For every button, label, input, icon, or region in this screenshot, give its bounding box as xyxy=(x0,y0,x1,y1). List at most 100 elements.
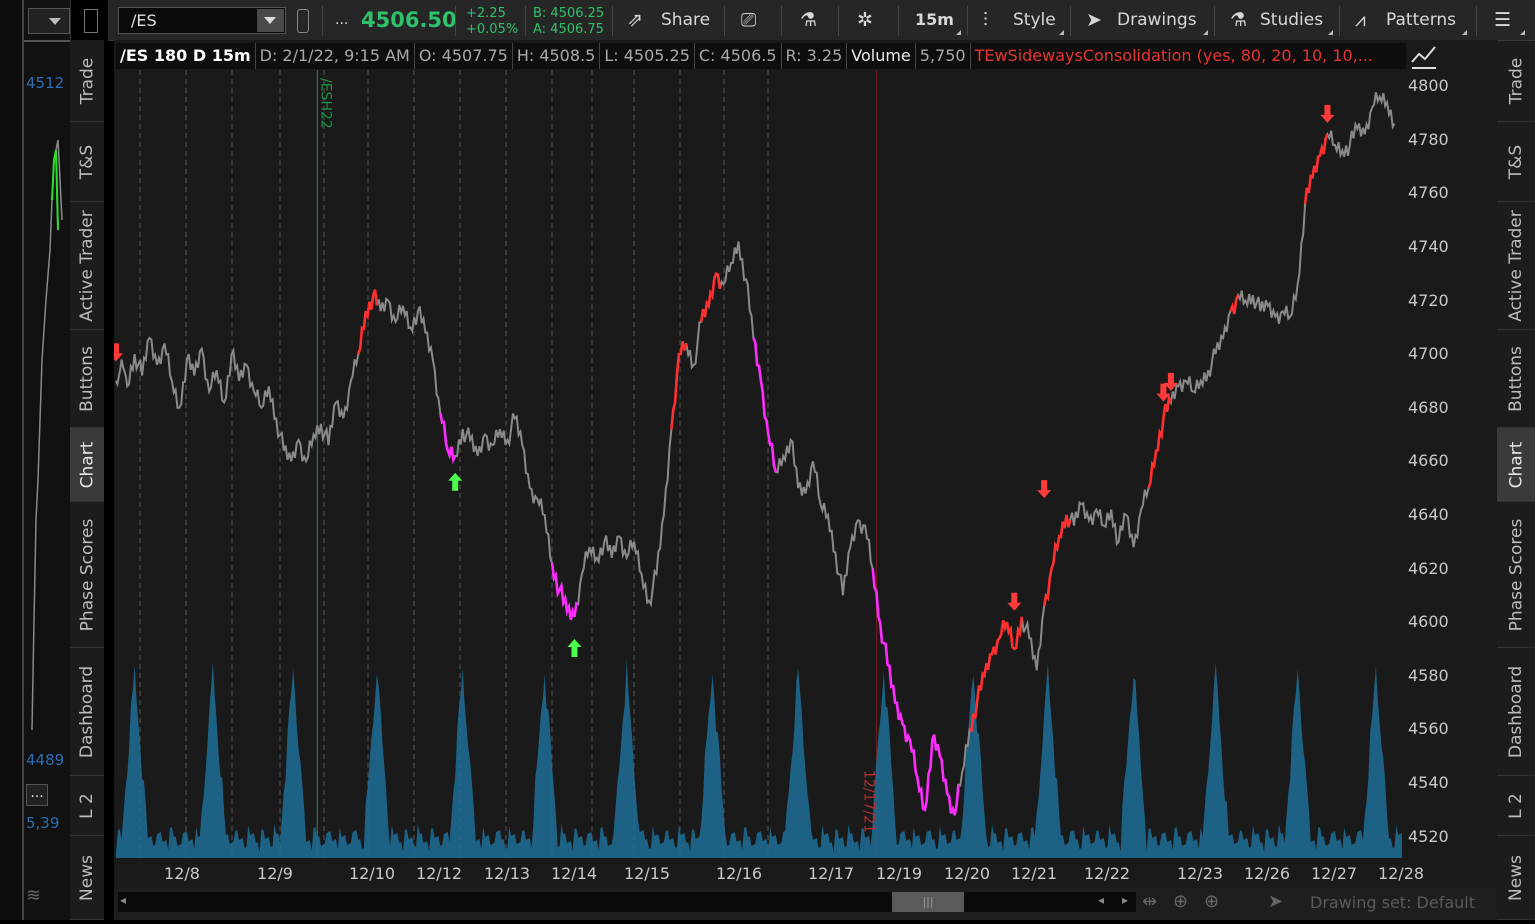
bar-close: C: 4506.5 xyxy=(695,43,782,69)
pointer-icon[interactable]: ➤ xyxy=(1268,891,1284,912)
style-button[interactable]: Style xyxy=(1013,10,1056,30)
signal-segment xyxy=(968,616,1024,733)
price-chart[interactable]: /ESH22 12/17/21 xyxy=(114,70,1404,858)
chart-area[interactable] xyxy=(114,40,1497,888)
time-tick: 12/8 xyxy=(164,864,200,883)
left-tab-bar: Trade T&S Active Trader Buttons Chart Ph… xyxy=(70,40,104,920)
scroll-left-icon[interactable]: ◂ xyxy=(120,893,127,907)
time-tick: 12/12 xyxy=(415,864,463,883)
scroll-thumb[interactable]: ||| xyxy=(892,892,964,912)
drawing-tool-icon[interactable] xyxy=(1410,44,1438,70)
scroll-next-icon[interactable]: ▸ xyxy=(1122,893,1129,907)
right-tab-active-trader[interactable]: Active Trader xyxy=(1497,202,1535,330)
down-arrow-signal xyxy=(1163,372,1178,391)
volume-label: Volume xyxy=(847,43,916,69)
signal-segment xyxy=(752,337,778,473)
right-tab-ts[interactable]: T&S xyxy=(1497,122,1535,202)
price-tick: 4620 xyxy=(1408,558,1449,578)
left-tab-active-trader[interactable]: Active Trader xyxy=(70,202,104,330)
price-tick: 4660 xyxy=(1408,451,1449,471)
patterns-icon[interactable]: ⩘ xyxy=(1355,9,1366,31)
left-tab-chart[interactable]: Chart xyxy=(70,428,104,502)
price-tick: 4780 xyxy=(1408,129,1449,149)
gear-icon[interactable]: ✲ xyxy=(857,9,873,31)
mini-more-button[interactable]: ... xyxy=(26,784,48,806)
horizontal-scrollbar[interactable] xyxy=(118,892,1136,912)
volume-value: 5,750 xyxy=(916,43,971,69)
down-arrow-signal xyxy=(1007,592,1022,611)
left-tab-phase-scores[interactable]: Phase Scores xyxy=(70,502,104,648)
symbol-dropdown-button[interactable] xyxy=(257,9,284,32)
time-tick: 12/23 xyxy=(1176,864,1224,883)
right-tab-news[interactable]: News xyxy=(1497,836,1535,920)
price-tick: 4640 xyxy=(1408,504,1449,524)
time-axis[interactable]: 12/8 12/9 12/10 12/12 12/13 12/14 12/15 12/16 12… xyxy=(114,858,1424,888)
right-tab-phase-scores[interactable]: Phase Scores xyxy=(1497,502,1535,648)
share-button[interactable]: Share xyxy=(661,10,711,30)
vertical-label-0: /ESH22 xyxy=(317,78,333,129)
vertical-label-1: 12/17/21 xyxy=(860,770,876,833)
left-tab-l2[interactable]: L 2 xyxy=(70,776,104,836)
bar-date: D: 2/1/22, 9:15 AM xyxy=(256,43,415,69)
expand-icon[interactable]: ⇹ xyxy=(1142,891,1158,912)
left-tab-ts[interactable]: T&S xyxy=(70,122,104,202)
studies-button[interactable]: Studies xyxy=(1260,10,1324,30)
mini-chart xyxy=(24,40,70,731)
cursor-icon[interactable]: ➤ xyxy=(1086,9,1102,31)
studies-flask-icon[interactable]: ⚗ xyxy=(1230,9,1248,31)
time-tick: 12/22 xyxy=(1083,864,1131,883)
mini-dropdown[interactable] xyxy=(28,8,70,34)
right-tab-chart[interactable]: Chart xyxy=(1497,428,1535,502)
more-button[interactable]: ... xyxy=(335,12,349,28)
time-tick: 12/9 xyxy=(257,864,293,883)
zoom-icon[interactable]: ⊕ xyxy=(1204,891,1220,912)
price-axis[interactable]: 4800 4780 4760 4740 4720 4700 4680 4660 4640 4620… xyxy=(1403,70,1497,860)
drawing-set-label[interactable]: Drawing set: Default xyxy=(1310,893,1476,912)
scroll-prev-icon[interactable]: ◂ xyxy=(1098,893,1105,907)
menu-icon[interactable]: ☰ xyxy=(1494,9,1512,31)
share-icon[interactable]: ⇗ xyxy=(627,9,643,31)
net-change-percent: +0.05% xyxy=(466,22,519,37)
bar-range: R: 3.25 xyxy=(782,43,848,69)
patterns-button[interactable]: Patterns xyxy=(1386,10,1457,30)
time-tick: 12/27 xyxy=(1310,864,1358,883)
volume-histogram xyxy=(116,659,1402,858)
link-icon[interactable] xyxy=(297,9,309,33)
study-label[interactable]: TEwSidewaysConsolidation (yes, 80, 20, 1… xyxy=(974,46,1374,65)
layers-icon[interactable]: ≋ xyxy=(26,885,42,906)
price-tick: 4600 xyxy=(1408,612,1449,632)
down-arrow-signal xyxy=(1037,480,1052,499)
left-tab-news[interactable]: News xyxy=(70,836,104,920)
price-tick: 4520 xyxy=(1408,826,1449,846)
drawings-button[interactable]: Drawings xyxy=(1117,10,1197,30)
link-icon[interactable] xyxy=(84,9,98,33)
right-tab-dashboard[interactable]: Dashboard xyxy=(1497,648,1535,776)
mini-volume: 5,39 xyxy=(26,814,60,832)
price-tick: 4700 xyxy=(1408,344,1449,364)
right-tab-l2[interactable]: L 2 xyxy=(1497,776,1535,836)
right-tab-buttons[interactable]: Buttons xyxy=(1497,330,1535,428)
bar-high: H: 4508.5 xyxy=(513,43,601,69)
chart-settings-icon[interactable]: ⎚ xyxy=(741,9,757,31)
crosshair-icon[interactable]: ⊕ xyxy=(1173,891,1189,912)
time-tick: 12/26 xyxy=(1243,864,1291,883)
signal-segment xyxy=(1042,514,1072,607)
right-tab-trade[interactable]: Trade xyxy=(1497,40,1535,122)
signal-segment xyxy=(1229,294,1240,315)
signal-segment xyxy=(871,568,960,816)
flask-icon[interactable]: ⚗ xyxy=(800,9,818,31)
chart-title: /ES 180 D 15m xyxy=(116,43,256,69)
left-tab-trade[interactable]: Trade xyxy=(70,40,104,122)
price-tick: 4560 xyxy=(1408,719,1449,739)
timeframe-button[interactable]: 15m xyxy=(915,10,954,29)
candlestick-icon[interactable]: ⫶ xyxy=(983,9,988,31)
time-tick: 12/14 xyxy=(550,864,598,883)
price-tick: 4720 xyxy=(1408,290,1449,310)
bar-open: O: 4507.75 xyxy=(415,43,513,69)
time-tick: 12/16 xyxy=(715,864,763,883)
bar-low: L: 4505.25 xyxy=(600,43,695,69)
time-tick: 12/28 xyxy=(1377,864,1425,883)
up-arrow-signal xyxy=(567,638,582,657)
left-tab-dashboard[interactable]: Dashboard xyxy=(70,648,104,776)
left-tab-buttons[interactable]: Buttons xyxy=(70,330,104,428)
